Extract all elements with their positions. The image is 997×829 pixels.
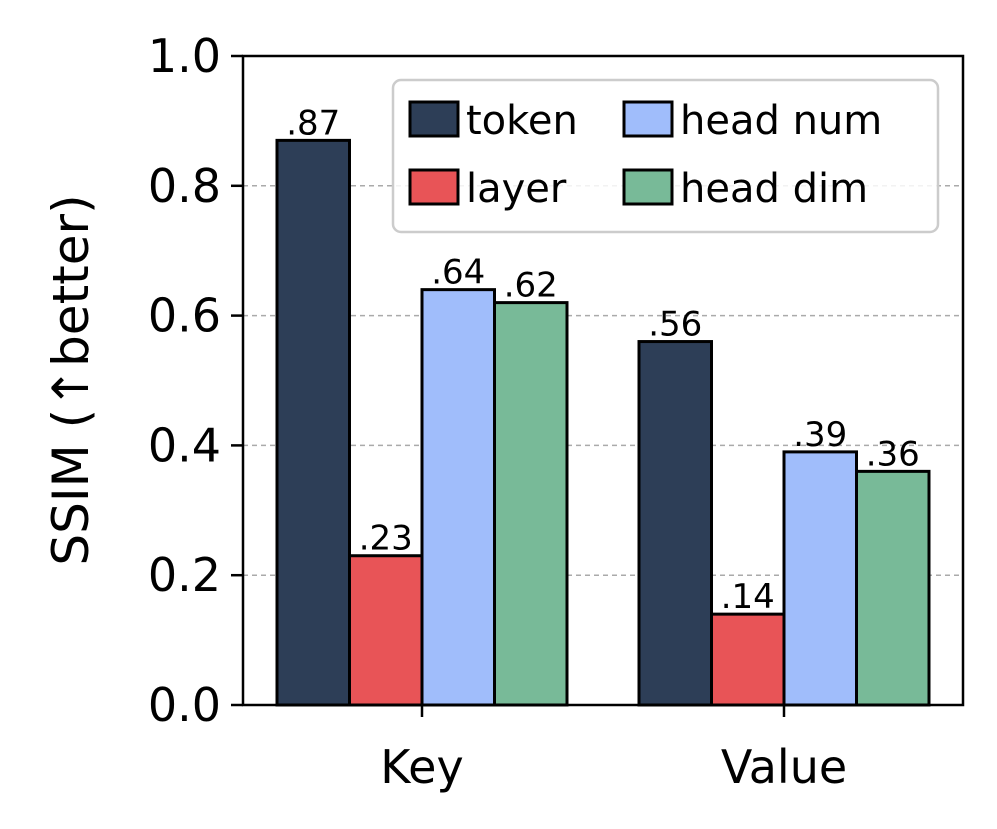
bar-token-key <box>275 138 351 707</box>
bar-layer-key <box>348 554 424 707</box>
y-tick-label: 0.0 <box>148 678 221 732</box>
legend: token layer head num head dim <box>391 78 940 234</box>
data-label: .23 <box>359 519 413 559</box>
x-tick-label: Value <box>721 740 847 794</box>
data-label: .87 <box>286 103 340 143</box>
legend-box <box>391 78 940 234</box>
bar-token-value <box>637 340 713 707</box>
y-tick-label: 1.0 <box>148 29 221 83</box>
y-tick-label: 0.6 <box>148 289 221 343</box>
y-axis-label: SSIM (↑better) <box>42 194 100 565</box>
legend-swatch-token <box>408 100 460 138</box>
bar-head-num-key <box>420 288 496 707</box>
axes-frame <box>241 54 965 707</box>
legend-swatch-head-num <box>622 100 674 138</box>
data-label: .14 <box>721 577 775 617</box>
bar-head-dim-key <box>493 301 569 707</box>
x-tick-label: Key <box>380 740 463 794</box>
x-axis: Key Value <box>380 705 847 794</box>
legend-label: head num <box>680 98 882 144</box>
data-label: .39 <box>793 415 847 455</box>
data-label: .64 <box>431 253 485 293</box>
y-axis: 0.0 0.2 0.4 0.6 0.8 1.0 <box>148 29 243 732</box>
legend-label: head dim <box>680 166 868 212</box>
legend-swatch-head-dim <box>622 168 674 206</box>
bar-head-num-value <box>782 450 858 707</box>
y-tick-label: 0.4 <box>148 418 221 472</box>
data-label: .56 <box>648 305 702 345</box>
legend-swatch-layer <box>408 168 460 206</box>
plot-frame <box>241 54 965 707</box>
data-label: .62 <box>504 266 558 306</box>
data-label: .36 <box>866 434 920 474</box>
legend-label: layer <box>466 166 567 212</box>
bar-head-dim-value <box>855 469 931 707</box>
bars: .87 .56 .23 .14 .64 .39 .62 .36 <box>275 103 931 707</box>
bar-layer-value <box>710 612 786 707</box>
y-tick-label: 0.2 <box>148 548 221 602</box>
y-tick-label: 0.8 <box>148 159 221 213</box>
legend-label: token <box>466 98 578 144</box>
